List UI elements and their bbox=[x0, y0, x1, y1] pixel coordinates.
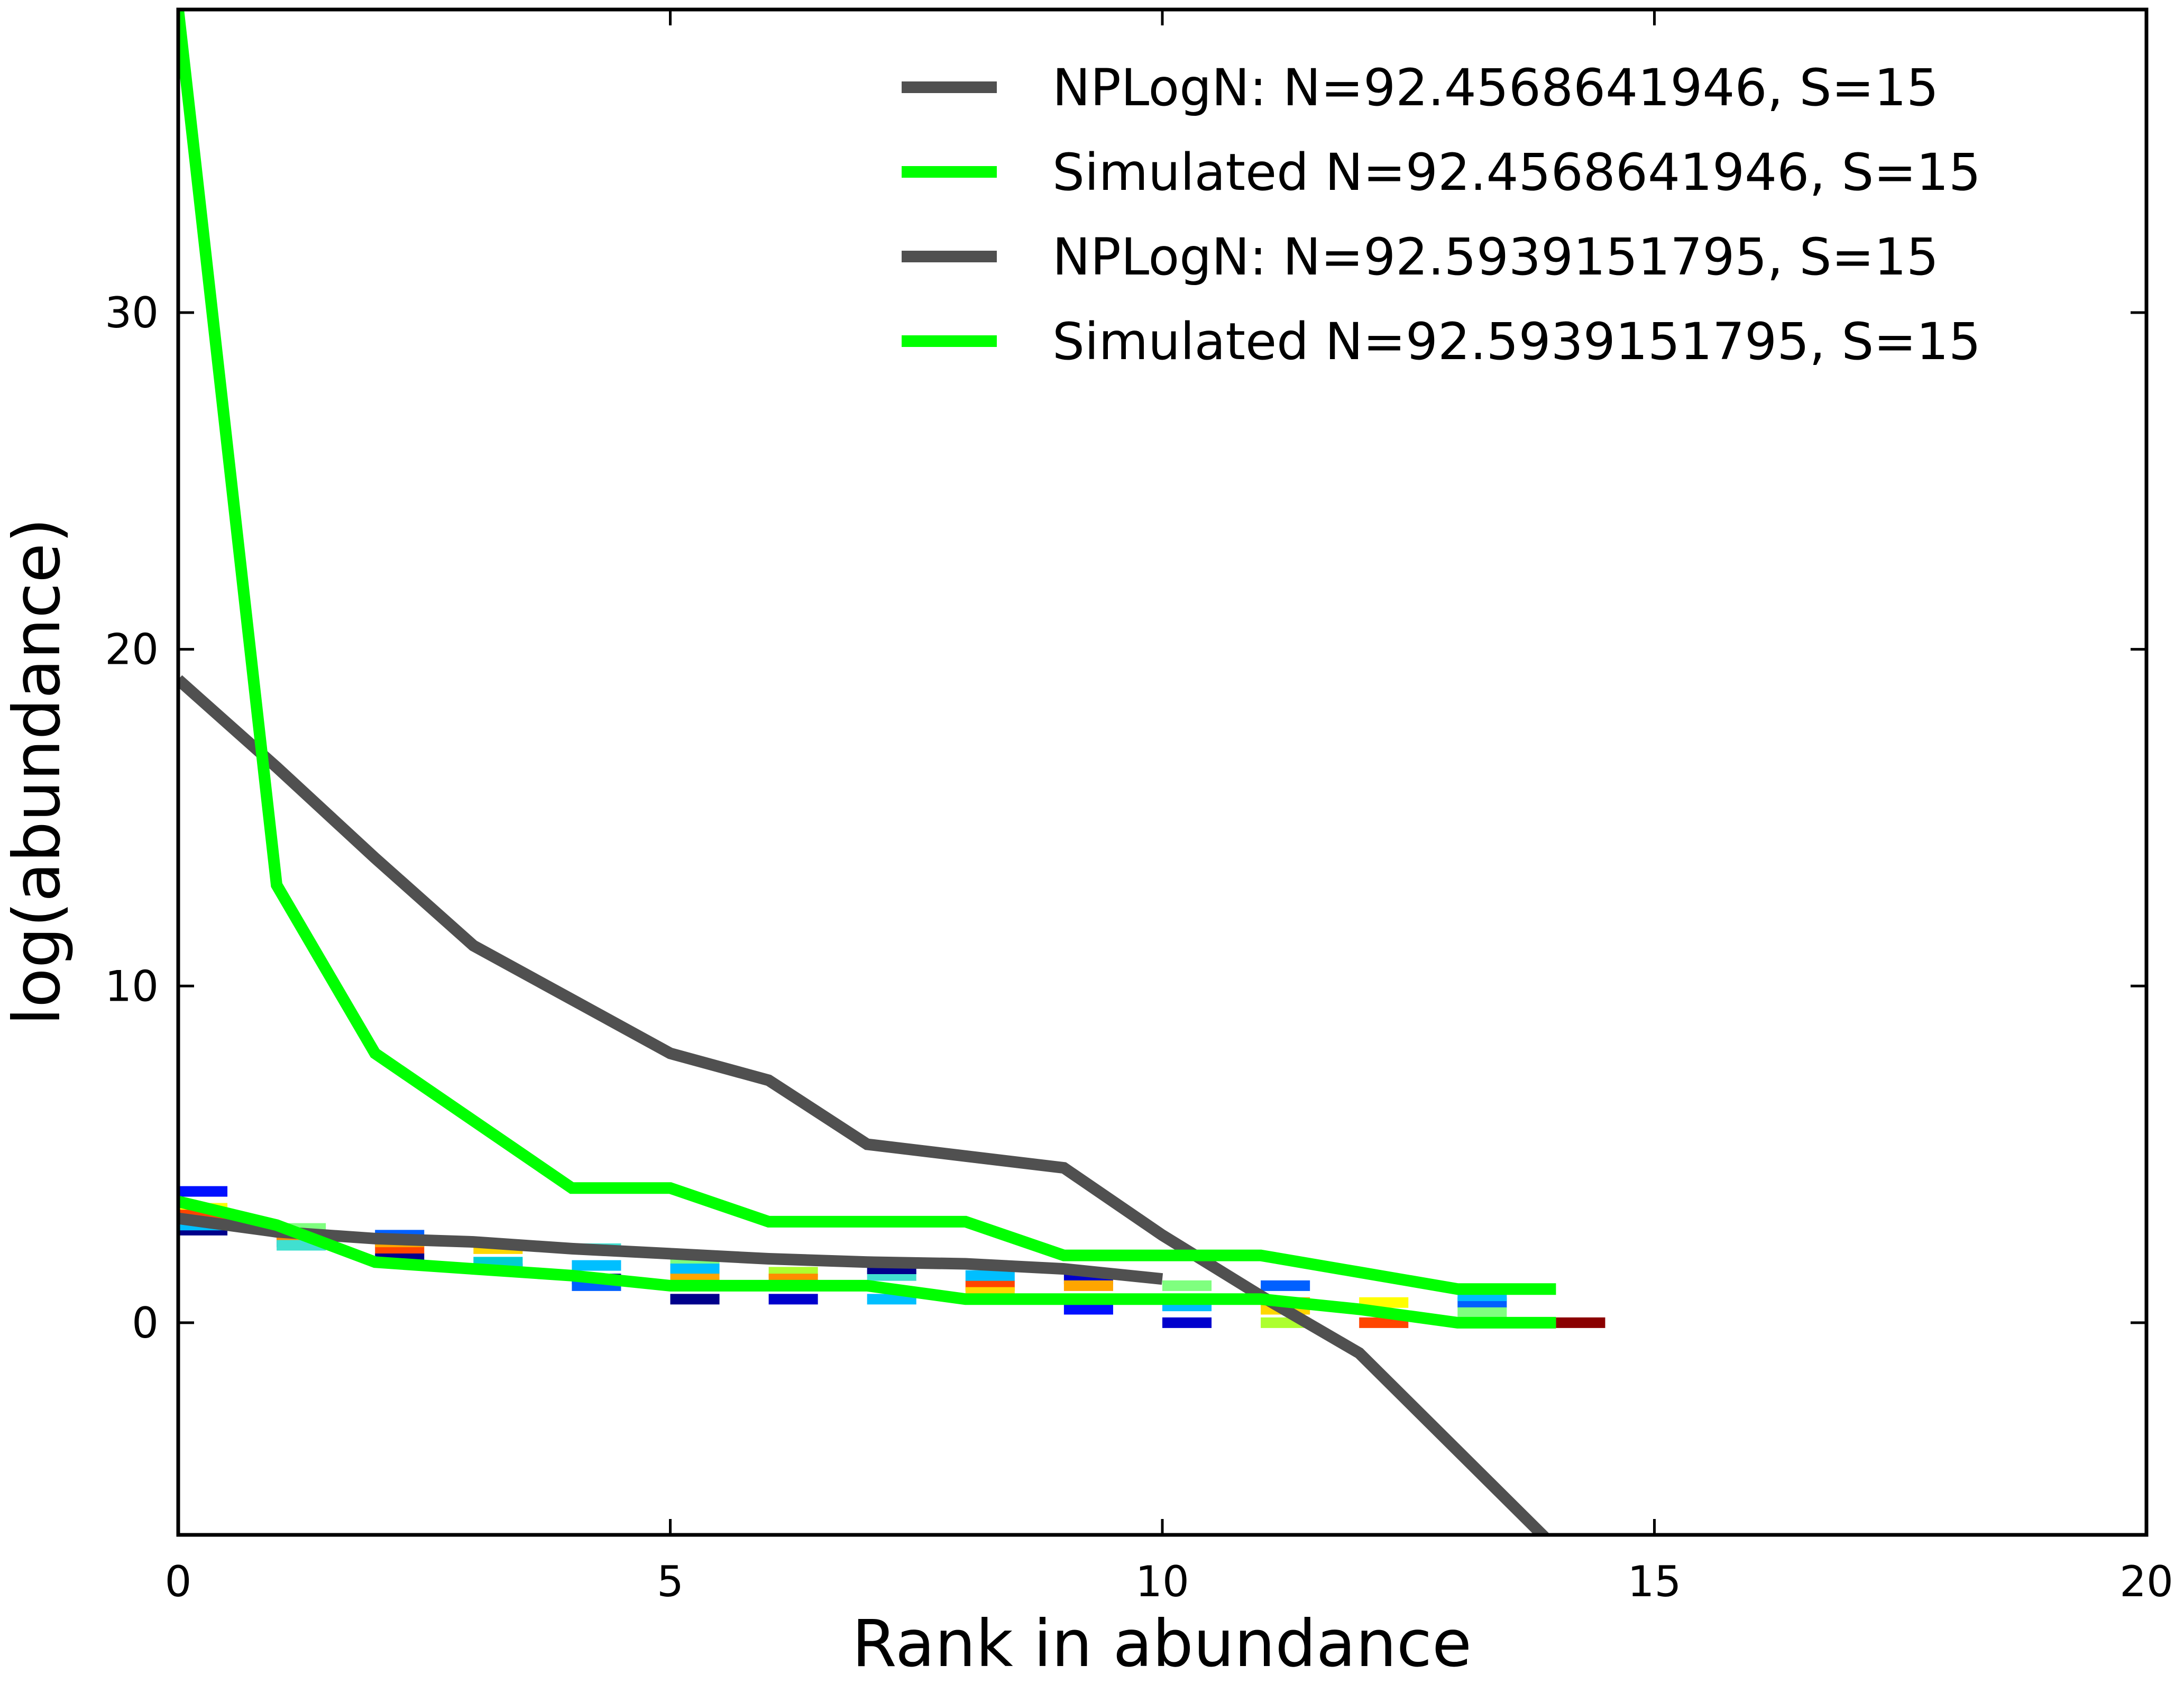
tick-labels: 0 5 10 15 20 0 10 20 30 bbox=[105, 288, 2173, 1606]
axis-ticks bbox=[177, 10, 2148, 1535]
legend-label: NPLogN: N=92.4568641946, S=15 bbox=[1052, 58, 1939, 117]
x-tick-label: 0 bbox=[165, 1557, 192, 1606]
legend: NPLogN: N=92.4568641946, S=15 Simulated N… bbox=[902, 58, 1981, 371]
x-tick-label: 10 bbox=[1135, 1557, 1189, 1606]
series-line-1 bbox=[178, 675, 1551, 1535]
y-tick-label: 0 bbox=[132, 1298, 159, 1348]
plot-frame bbox=[176, 7, 2149, 1537]
series-line-2 bbox=[178, 10, 1556, 1295]
x-tick-label: 5 bbox=[657, 1557, 684, 1606]
series-line-4 bbox=[178, 1196, 1556, 1329]
series-line-3 bbox=[178, 1212, 1163, 1285]
legend-label: Simulated N=92.5939151795, S=15 bbox=[1052, 312, 1981, 371]
legend-label: NPLogN: N=92.5939151795, S=15 bbox=[1052, 227, 1939, 287]
y-axis-label: log(abundance) bbox=[0, 518, 75, 1026]
x-axis-label: Rank in abundance bbox=[852, 1606, 1472, 1681]
y-tick-label: 30 bbox=[105, 288, 159, 337]
x-tick-label: 15 bbox=[1628, 1557, 1682, 1606]
y-tick-label: 10 bbox=[105, 962, 159, 1011]
plot-area bbox=[178, 10, 1605, 1535]
y-tick-label: 20 bbox=[105, 625, 159, 674]
legend-label: Simulated N=92.4568641946, S=15 bbox=[1052, 143, 1981, 202]
x-tick-label: 20 bbox=[2119, 1557, 2173, 1606]
